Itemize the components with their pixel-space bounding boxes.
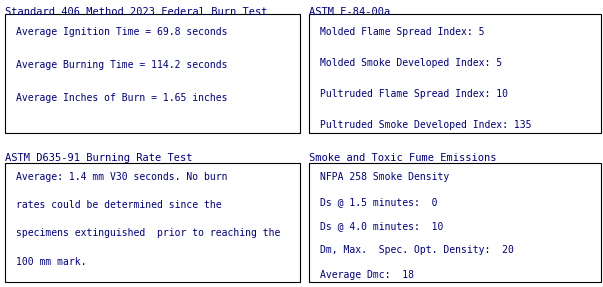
Text: Dm, Max.  Spec. Opt. Density:  20: Dm, Max. Spec. Opt. Density: 20 — [320, 245, 514, 255]
FancyBboxPatch shape — [5, 14, 300, 133]
Text: 100 mm mark.: 100 mm mark. — [16, 257, 86, 267]
Text: specimens extinguished  prior to reaching the: specimens extinguished prior to reaching… — [16, 228, 280, 238]
Text: Average: 1.4 mm V30 seconds. No burn: Average: 1.4 mm V30 seconds. No burn — [16, 172, 227, 182]
Text: rates could be determined since the: rates could be determined since the — [16, 200, 221, 210]
Text: ASTM D635-91 Burning Rate Test: ASTM D635-91 Burning Rate Test — [5, 153, 192, 163]
Text: Ds @ 1.5 minutes:  0: Ds @ 1.5 minutes: 0 — [320, 197, 438, 207]
Text: Average Inches of Burn = 1.65 inches: Average Inches of Burn = 1.65 inches — [16, 93, 227, 103]
FancyBboxPatch shape — [5, 163, 300, 282]
Text: Average Burning Time = 114.2 seconds: Average Burning Time = 114.2 seconds — [16, 60, 227, 70]
Text: Average Ignition Time = 69.8 seconds: Average Ignition Time = 69.8 seconds — [16, 27, 227, 37]
Text: Smoke and Toxic Fume Emissions: Smoke and Toxic Fume Emissions — [309, 153, 497, 163]
Text: Ds @ 4.0 minutes:  10: Ds @ 4.0 minutes: 10 — [320, 221, 444, 231]
FancyBboxPatch shape — [309, 163, 601, 282]
Text: Molded Smoke Developed Index: 5: Molded Smoke Developed Index: 5 — [320, 58, 502, 68]
Text: Molded Flame Spread Index: 5: Molded Flame Spread Index: 5 — [320, 27, 485, 37]
FancyBboxPatch shape — [309, 14, 601, 133]
Text: Pultruded Smoke Developed Index: 135: Pultruded Smoke Developed Index: 135 — [320, 120, 532, 130]
Text: Standard 406 Method 2023 Federal Burn Test: Standard 406 Method 2023 Federal Burn Te… — [5, 7, 267, 17]
Text: Average Dmc:  18: Average Dmc: 18 — [320, 270, 414, 280]
Text: ASTM E-84-00a: ASTM E-84-00a — [309, 7, 391, 17]
Text: Pultruded Flame Spread Index: 10: Pultruded Flame Spread Index: 10 — [320, 89, 508, 99]
Text: NFPA 258 Smoke Density: NFPA 258 Smoke Density — [320, 172, 449, 182]
